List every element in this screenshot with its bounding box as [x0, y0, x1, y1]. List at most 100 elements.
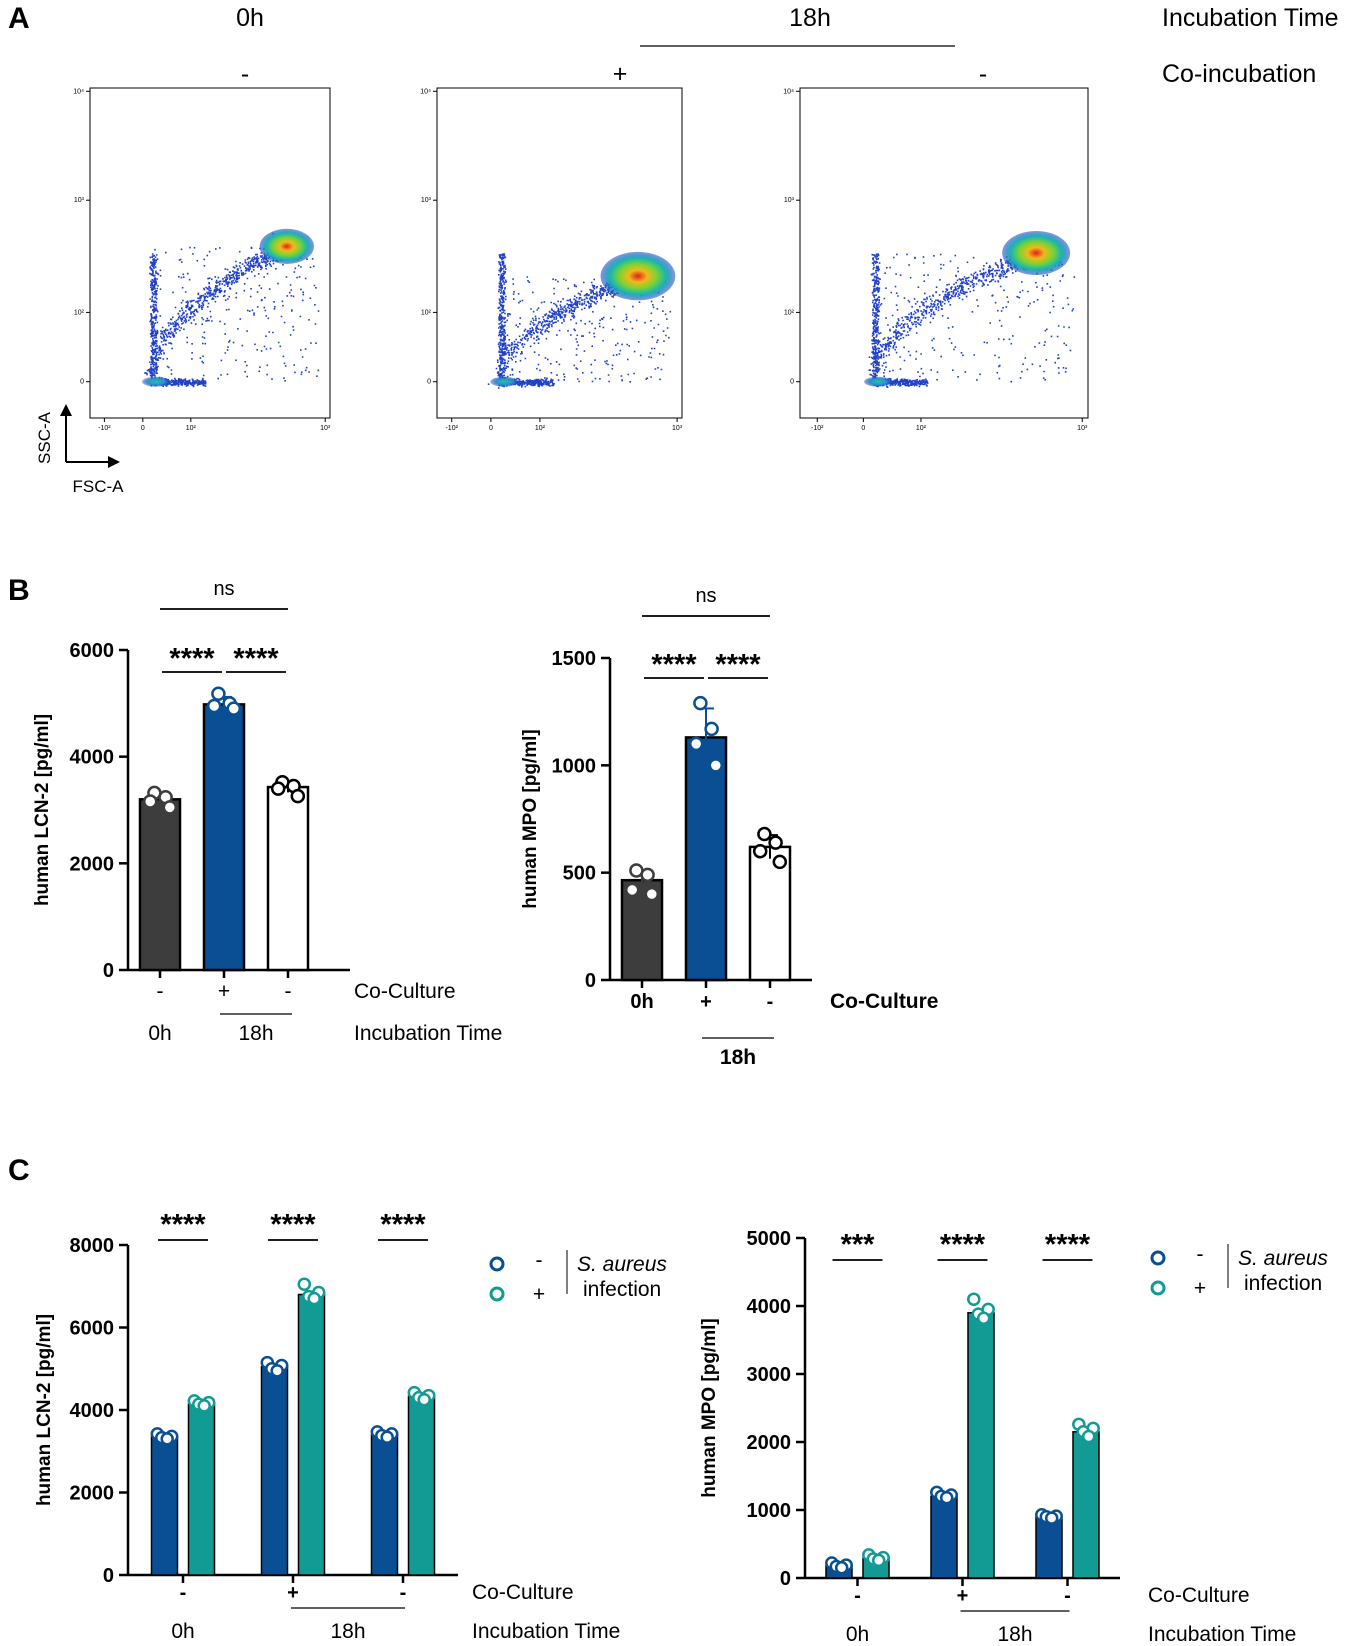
- y-tick-label: 0: [103, 1565, 114, 1587]
- panel-c-letter: C: [8, 1154, 30, 1187]
- incubation-time-label: Incubation Time: [472, 1620, 620, 1643]
- y-tick-label: 0: [103, 960, 114, 982]
- ssc-a-label: SSC-A: [35, 411, 54, 464]
- x-category-label: +: [957, 1585, 969, 1607]
- bar-series-2-group-1: [187, 1403, 216, 1576]
- bar-3: [748, 845, 792, 982]
- legend-neg-label: -: [536, 1249, 543, 1272]
- ns-label: ns: [695, 585, 716, 607]
- bar-series-2-group-3: [1072, 1431, 1100, 1579]
- legend-marker-neg: [1150, 1250, 1166, 1266]
- data-point: [307, 1291, 321, 1306]
- flow-event-dots: [144, 232, 320, 388]
- co-culture-label: Co-Culture: [472, 1581, 574, 1604]
- x-category-label: 0h: [630, 991, 653, 1013]
- data-point: [162, 800, 178, 815]
- panel-b-letter: B: [8, 574, 30, 607]
- y-tick-label: 4000: [747, 1296, 792, 1318]
- data-point: [206, 698, 222, 714]
- bar-2: [202, 703, 246, 972]
- incubation-time-label: Incubation Time: [1148, 1623, 1296, 1646]
- y-axis-label: human MPO [pg/ml]: [699, 1318, 720, 1497]
- flow-density-core: [600, 251, 676, 301]
- co-incubation-sign-1: -: [241, 60, 249, 88]
- legend-marker-neg: [489, 1256, 505, 1272]
- flow-y-tick-label: 10⁴: [420, 88, 431, 95]
- legend-pos-label: +: [533, 1283, 545, 1306]
- co-culture-label: Co-Culture: [1148, 1584, 1250, 1607]
- flow-y-tick-label: 10³: [74, 197, 85, 204]
- flow-plot-1: 10⁴ 10³ 10² 0 -10² 0 10² 10³: [73, 87, 331, 432]
- bar-2: [684, 736, 728, 982]
- data-point: [693, 695, 708, 711]
- chart-c-lcn2: 0 2000 4000 6000 8000 human LCN-2 [pg/ml] - ***…: [34, 1209, 667, 1643]
- data-point: [644, 886, 660, 902]
- flow-x-tick-label: 10²: [186, 425, 197, 432]
- data-point: [290, 788, 306, 804]
- time-label-0h: 0h: [148, 1022, 171, 1045]
- y-tick-label: 1500: [552, 648, 597, 670]
- data-point: [708, 758, 724, 773]
- time-label-0h: 0h: [171, 1620, 194, 1643]
- x-category-label: -: [854, 1585, 861, 1607]
- x-category-label: -: [157, 980, 164, 1003]
- data-point: [834, 1561, 849, 1575]
- bar-series-1-group-3: [1035, 1516, 1063, 1579]
- data-point: [270, 1364, 284, 1378]
- y-tick-label: 0: [585, 970, 596, 992]
- flow-y-tick-label: 0: [790, 379, 794, 386]
- flow-density-core: [1002, 231, 1071, 275]
- flow-x-tick-label: -10²: [445, 425, 458, 432]
- sig-stars: ****: [715, 649, 761, 681]
- axis-legend: SSC-A FSC-A: [35, 404, 124, 496]
- flow-x-tick-label: 0: [861, 425, 865, 432]
- chart-c-mpo: 0 1000 2000 3000 4000 5000 human MPO [pg/ml] - *…: [699, 1228, 1328, 1646]
- data-point: [270, 781, 286, 796]
- flow-y-tick-label: 10²: [784, 309, 795, 316]
- flow-y-tick-label: 10²: [421, 309, 432, 316]
- sig-stars: ****: [380, 1209, 426, 1241]
- bar-3: [266, 785, 310, 972]
- time-label-0h: 0h: [846, 1623, 869, 1646]
- bar-series-2-group-2: [967, 1312, 995, 1579]
- flow-x-tick-label: 0: [489, 425, 493, 432]
- data-point: [768, 835, 783, 850]
- data-point: [1044, 1511, 1059, 1525]
- bar-series-1-group-2: [930, 1495, 958, 1579]
- legend-title-line2: infection: [1244, 1272, 1322, 1295]
- flow-x-tick-label: -10²: [98, 425, 111, 432]
- bar-1: [138, 798, 182, 972]
- co-culture-label: Co-Culture: [354, 980, 456, 1003]
- y-tick-label: 4000: [70, 747, 115, 769]
- legend-marker-pos: [1150, 1280, 1166, 1296]
- flow-x-tick-label: -10²: [811, 425, 824, 432]
- data-point: [871, 1553, 886, 1568]
- ns-label: ns: [213, 578, 234, 600]
- y-tick-label: 3000: [747, 1364, 792, 1386]
- flow-density-debris: [490, 376, 519, 387]
- co-culture-label: Co-Culture: [830, 990, 939, 1013]
- y-tick-label: 2000: [747, 1432, 792, 1454]
- flow-density-debris: [864, 376, 892, 387]
- legend-title-line1: S. aureus: [1238, 1247, 1328, 1270]
- bar-series-2-group-3: [407, 1395, 436, 1576]
- x-category-label: -: [767, 991, 774, 1013]
- time-label-18h: 18h: [789, 4, 831, 32]
- legend-marker-pos: [489, 1286, 505, 1302]
- bar-series-1-group-3: [370, 1434, 399, 1576]
- data-point: [297, 1277, 312, 1291]
- co-incubation-header: Co-incubation: [1162, 60, 1316, 88]
- flow-y-tick-label: 10³: [421, 197, 432, 204]
- data-point: [211, 686, 226, 701]
- data-point: [752, 843, 768, 859]
- flow-x-tick-label: 10²: [535, 425, 546, 432]
- x-category-label: -: [1064, 1585, 1071, 1607]
- data-point: [967, 1292, 981, 1306]
- flow-plot-3: 10⁴ 10³ 10² 0 -10² 0 10² 10³: [783, 87, 1089, 432]
- flow-x-tick-label: 0: [141, 425, 145, 432]
- chart-b-lcn2: 0 2000 4000 6000 human LCN-2 [pg/ml] - + - **** *…: [32, 578, 502, 1045]
- incubation-time-header: Incubation Time: [1162, 4, 1339, 32]
- flow-density-debris: [142, 376, 170, 387]
- sig-stars: ***: [841, 1229, 876, 1261]
